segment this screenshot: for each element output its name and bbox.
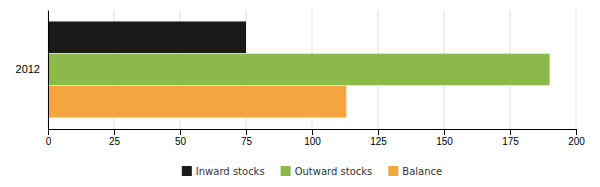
x-tick: 75 <box>241 129 253 147</box>
x-tick-mark <box>246 129 247 135</box>
grid-line <box>48 10 49 129</box>
x-tick-label: 50 <box>175 136 187 147</box>
legend-label: Outward stocks <box>295 166 373 177</box>
legend-item: Balance <box>388 166 442 177</box>
x-tick-mark <box>510 129 511 135</box>
x-tick-label: 125 <box>370 136 387 147</box>
x-tick-label: 175 <box>502 136 519 147</box>
y-axis: 2012 <box>16 11 49 130</box>
legend-label: Inward stocks <box>196 166 265 177</box>
plot: 0 25 50 75 100 125 150 175 200 2012 <box>16 10 586 147</box>
grid-line <box>576 10 577 129</box>
x-tick-label: 150 <box>436 136 453 147</box>
chart: 0 25 50 75 100 125 150 175 200 2012 Inward stocks O… <box>0 0 600 187</box>
x-tick-label: 75 <box>241 136 253 147</box>
x-tick: 25 <box>109 129 121 147</box>
x-tick: 150 <box>436 129 453 147</box>
x-tick-label: 200 <box>568 136 585 147</box>
x-tick-mark <box>576 129 577 135</box>
bar <box>48 21 246 53</box>
y-tick-label: 2012 <box>16 63 40 75</box>
y-axis-line <box>48 11 49 130</box>
legend-item: Inward stocks <box>182 166 265 177</box>
legend-swatch <box>281 166 291 176</box>
x-tick-mark <box>378 129 379 135</box>
bar <box>48 86 346 118</box>
x-tick: 175 <box>502 129 519 147</box>
x-tick: 100 <box>304 129 321 147</box>
x-tick: 50 <box>175 129 187 147</box>
x-tick-label: 0 <box>46 136 52 147</box>
bars <box>48 21 550 117</box>
x-tick: 200 <box>568 129 585 147</box>
x-tick-mark <box>312 129 313 135</box>
x-axis-line <box>49 130 577 136</box>
x-tick-mark <box>444 129 445 135</box>
x-tick: 125 <box>370 129 387 147</box>
legend: Inward stocks Outward stocks Balance <box>182 166 442 177</box>
x-tick: 0 <box>46 129 52 147</box>
bar <box>48 54 550 86</box>
x-tick-mark <box>48 129 49 135</box>
x-tick-label: 100 <box>304 136 321 147</box>
legend-item: Outward stocks <box>281 166 373 177</box>
legend-swatch <box>182 166 192 176</box>
x-tick-mark <box>114 129 115 135</box>
x-axis: 0 25 50 75 100 125 150 175 200 <box>46 129 586 147</box>
legend-label: Balance <box>402 166 442 177</box>
y-tick: 2012 <box>16 63 48 75</box>
grid <box>48 10 576 129</box>
legend-swatch <box>388 166 398 176</box>
x-tick-mark <box>180 129 181 135</box>
x-tick-label: 25 <box>109 136 121 147</box>
